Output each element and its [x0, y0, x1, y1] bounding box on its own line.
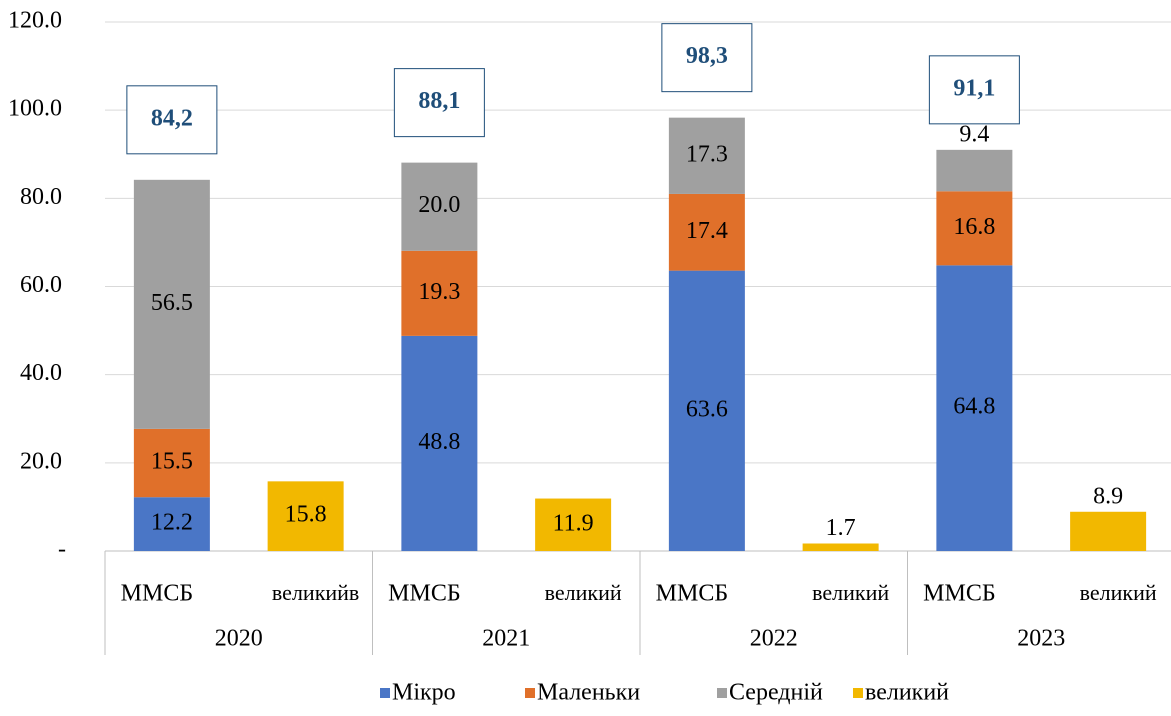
y-tick-label: 20.0: [20, 448, 62, 474]
data-label: 1.7: [826, 515, 856, 541]
y-tick-label: 80.0: [20, 184, 62, 210]
legend-swatch: [525, 688, 535, 698]
bar-segment: [133, 428, 210, 498]
bar-segment: [668, 117, 745, 194]
y-tick-label: 120.0: [8, 8, 62, 34]
bar-segment: [668, 193, 745, 271]
bar-segment: [936, 191, 1013, 266]
legend-label: великий: [865, 680, 949, 706]
data-label: 8.9: [1093, 483, 1123, 509]
data-label: 11.9: [553, 510, 594, 536]
y-tick-label: -: [58, 537, 66, 563]
legend-swatch: [380, 688, 390, 698]
data-label: 48.8: [418, 429, 460, 455]
y-tick-label: 60.0: [20, 272, 62, 298]
data-label: 12.2: [151, 510, 193, 536]
data-label: 15.8: [285, 502, 327, 528]
legend-swatch: [717, 688, 727, 698]
group-label: 2022: [750, 626, 798, 652]
data-label: 56.5: [151, 290, 193, 316]
data-label: 20.0: [418, 192, 460, 218]
bar-segment: [267, 481, 344, 551]
y-tick-label: 100.0: [8, 96, 62, 122]
x-tick-label: ММСБ: [388, 581, 460, 607]
legend-label: Маленьки: [537, 680, 640, 706]
data-label: 16.8: [953, 214, 995, 240]
legend-label: Середній: [729, 680, 823, 706]
y-tick-label: 40.0: [20, 360, 62, 386]
x-tick-label: ММСБ: [923, 581, 995, 607]
bar-segment: [1070, 511, 1147, 551]
total-label: 84,2: [151, 105, 193, 131]
total-label: 88,1: [418, 88, 460, 114]
bar-segment: [936, 149, 1013, 192]
data-label: 17.3: [686, 141, 728, 167]
x-tick-label: ММСБ: [121, 581, 193, 607]
group-label: 2023: [1017, 626, 1065, 652]
legend-label: Мікро: [392, 680, 456, 706]
data-label: 19.3: [418, 279, 460, 305]
group-label: 2020: [215, 626, 263, 652]
data-label: 15.5: [151, 449, 193, 475]
x-tick-label: великийв: [272, 580, 359, 605]
bar-segment: [401, 162, 478, 251]
x-tick-label: ММСБ: [656, 581, 728, 607]
total-box: [393, 68, 485, 138]
data-label: 9.4: [959, 121, 989, 147]
total-box: [661, 23, 753, 93]
x-tick-label: великий: [812, 580, 889, 605]
total-box: [928, 55, 1020, 125]
bar-segment: [133, 179, 210, 429]
data-label: 17.4: [686, 218, 728, 244]
bar-segment: [668, 270, 745, 551]
bar-segment: [802, 543, 879, 551]
group-label: 2021: [482, 626, 530, 652]
bar-segment: [133, 497, 210, 551]
bar-segment: [936, 265, 1013, 551]
total-label: 91,1: [953, 75, 995, 101]
legend-swatch: [853, 688, 863, 698]
total-label: 98,3: [686, 43, 728, 69]
x-tick-label: великий: [545, 580, 622, 605]
data-label: 64.8: [953, 394, 995, 420]
total-box: [126, 85, 218, 155]
bar-segment: [401, 250, 478, 336]
data-label: 63.6: [686, 396, 728, 422]
bar-segment: [535, 498, 612, 551]
bar-segment: [401, 335, 478, 551]
x-tick-label: великий: [1080, 580, 1157, 605]
